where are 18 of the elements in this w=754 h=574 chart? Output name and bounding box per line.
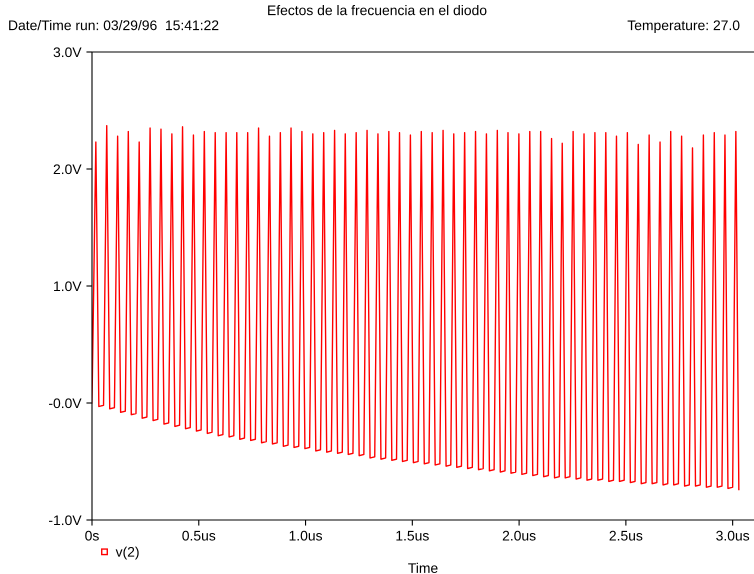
x-tick-label: 0.5us xyxy=(182,530,216,541)
line-series xyxy=(92,125,740,490)
y-tick-label: 1.0V xyxy=(54,281,82,292)
y-tick-label: -1.0V xyxy=(49,515,82,526)
y-tick-label: -0.0V xyxy=(49,398,82,408)
chart-title: Efectos de la frecuencia en el diodo xyxy=(268,5,486,16)
x-tick-label: 2.5us xyxy=(610,530,642,541)
x-tick-label: 3.0us xyxy=(716,530,750,541)
x-tick-label: 1.5us xyxy=(396,530,429,541)
text: Date/Time run: 03/29/96 15:41:22 xyxy=(9,20,218,30)
y-tick-label: 2.0V xyxy=(54,164,82,174)
x-tick-label: 1.0us xyxy=(290,530,322,541)
y-tick-label: 3.0V xyxy=(54,47,82,58)
x-tick-label: 2.0us xyxy=(502,530,536,541)
text: Temperature: 27.0 xyxy=(628,20,740,33)
legend-label: v(2) xyxy=(116,546,139,560)
x-tick-label: 0s xyxy=(85,530,99,541)
x-axis-title: Time xyxy=(408,562,438,574)
